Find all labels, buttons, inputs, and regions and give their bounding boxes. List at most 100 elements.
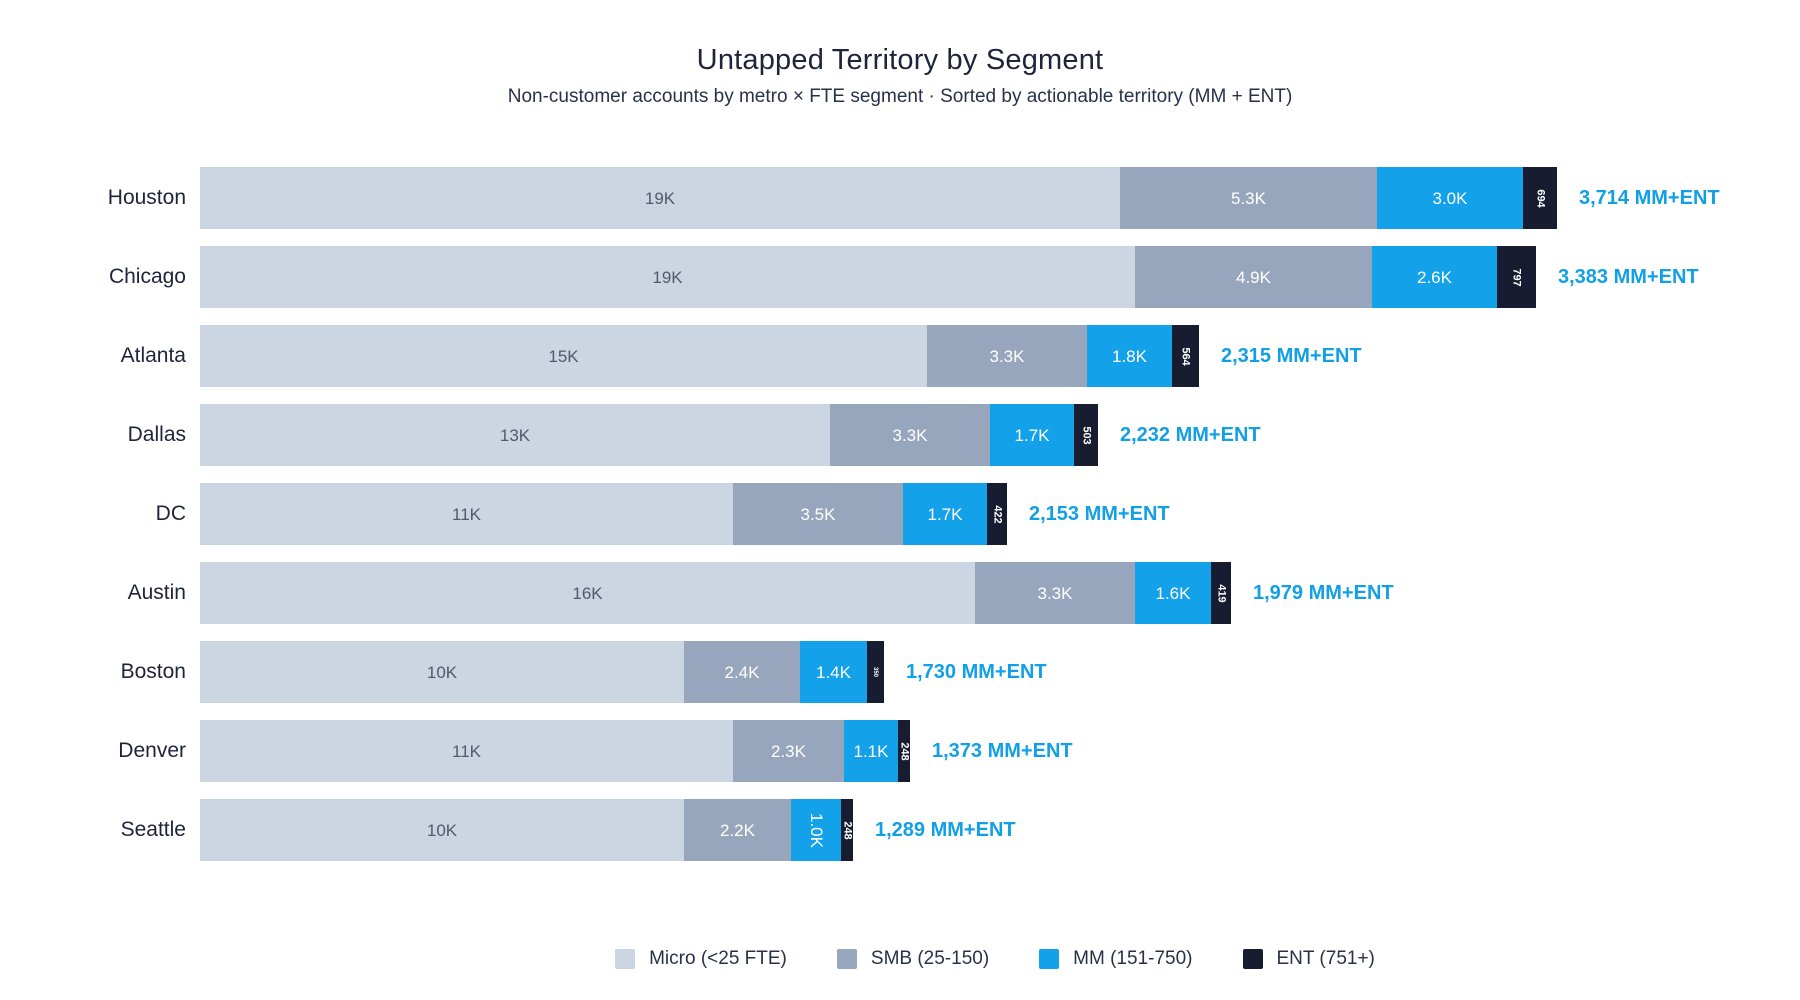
bar-segment-ent[interactable]: 422 (987, 483, 1007, 545)
legend-swatch-smb (836, 949, 857, 969)
mm-ent-annotation: 2,232 MM+ENT (1120, 423, 1261, 446)
bar-segment-smb[interactable]: 3.3K (975, 562, 1135, 624)
bar-segment-smb[interactable]: 3.5K (733, 483, 903, 545)
metro-label: Chicago (108, 265, 186, 288)
bar-segment-mm[interactable]: 1.4K (800, 641, 867, 703)
bar-segment-ent[interactable]: 248 (841, 799, 854, 861)
bar-segment-micro[interactable]: 10K (200, 641, 684, 703)
segment-value-label: 3.0K (1432, 188, 1468, 208)
bar-segment-mm[interactable]: 1.7K (990, 404, 1074, 466)
segment-value-label: 797 (1510, 267, 1523, 287)
bar-row: Chicago 19K 4.9K 2.6K 797 3,383 MM+ENT (0, 246, 1800, 308)
metro-label: Denver (118, 739, 186, 762)
mm-ent-annotation: 1,289 MM+ENT (875, 818, 1016, 841)
bar-row: Seattle 10K 2.2K 1.0K 248 1,289 MM+ENT (0, 799, 1800, 861)
bar-segment-mm[interactable]: 1.0K (791, 799, 841, 861)
segment-value-label: 2.3K (771, 741, 806, 761)
chart-title: Untapped Territory by Segment (696, 44, 1104, 76)
bar-segment-micro[interactable]: 11K (200, 720, 733, 782)
bar-row: Houston 19K 5.3K 3.0K 694 3,714 MM+ENT (0, 167, 1800, 229)
legend-item-smb[interactable]: SMB (25-150) (836, 948, 989, 970)
legend-item-micro[interactable]: Micro (<25 FTE) (615, 948, 787, 970)
metro-label: Seattle (120, 818, 186, 841)
segment-value-label: 13K (499, 425, 531, 445)
bar-segment-ent[interactable]: 564 (1172, 325, 1199, 387)
stacked-bar: 15K 3.3K 1.8K 564 (200, 325, 1199, 387)
bar-segment-micro[interactable]: 15K (200, 325, 927, 387)
segment-value-label: 1.7K (1014, 425, 1050, 445)
bar-segment-smb[interactable]: 3.3K (830, 404, 990, 466)
legend-label: ENT (751+) (1276, 948, 1375, 969)
stacked-bar: 13K 3.3K 1.7K 503 (200, 404, 1098, 466)
bar-segment-micro[interactable]: 11K (200, 483, 733, 545)
segment-value-label: 3.3K (892, 425, 928, 445)
segment-value-label: 3.3K (1037, 583, 1073, 603)
bar-segment-micro[interactable]: 10K (200, 799, 684, 861)
segment-value-label: 10K (426, 662, 458, 682)
bar-segment-mm[interactable]: 1.6K (1135, 562, 1211, 624)
segment-value-label: 4.9K (1236, 267, 1271, 287)
legend-label: Micro (<25 FTE) (649, 948, 787, 969)
stacked-bar: 19K 4.9K 2.6K 797 (200, 246, 1536, 308)
segment-value-label: 3.3K (989, 346, 1025, 366)
mm-ent-annotation: 2,153 MM+ENT (1029, 502, 1170, 525)
metro-label: Houston (107, 186, 186, 209)
segment-value-label: 2.6K (1417, 267, 1452, 287)
bar-row: Denver 11K 2.3K 1.1K 248 1,373 MM+ENT (0, 720, 1800, 782)
mm-ent-annotation: 3,714 MM+ENT (1579, 186, 1720, 209)
segment-value-label: 11K (452, 741, 481, 761)
segment-value-label: 16K (572, 583, 603, 603)
bar-segment-micro[interactable]: 13K (200, 404, 830, 466)
bar-segment-smb[interactable]: 3.3K (927, 325, 1087, 387)
mm-ent-annotation: 2,315 MM+ENT (1221, 344, 1362, 367)
bar-segment-ent[interactable]: 248 (898, 720, 911, 782)
segment-value-label: 19K (644, 188, 676, 208)
metro-label: Dallas (127, 423, 186, 446)
legend-swatch-micro (615, 949, 636, 969)
bar-segment-smb[interactable]: 2.2K (684, 799, 791, 861)
stacked-bar: 19K 5.3K 3.0K 694 (200, 167, 1557, 229)
bar-segment-mm[interactable]: 2.6K (1372, 246, 1497, 308)
chart-subtitle: Non-customer accounts by metro × FTE seg… (507, 86, 1293, 107)
bar-segment-mm[interactable]: 1.8K (1087, 325, 1172, 387)
legend-item-ent[interactable]: ENT (751+) (1242, 948, 1375, 970)
segment-value-label: 1.7K (927, 504, 963, 524)
segment-value-label: 2.2K (720, 820, 755, 840)
legend-swatch-ent (1242, 949, 1263, 969)
mm-ent-annotation: 1,373 MM+ENT (932, 739, 1073, 762)
stacked-bar: 11K 3.5K 1.7K 422 (200, 483, 1007, 545)
segment-value-label: 2.4K (724, 662, 760, 682)
metro-label: DC (155, 502, 186, 525)
mm-ent-annotation: 1,979 MM+ENT (1253, 581, 1394, 604)
bar-segment-micro[interactable]: 16K (200, 562, 975, 624)
bar-segment-micro[interactable]: 19K (200, 246, 1135, 308)
segment-value-label: 350 (872, 666, 879, 678)
bar-row: Boston 10K 2.4K 1.4K 350 1,730 MM+ENT (0, 641, 1800, 703)
bar-row: Dallas 13K 3.3K 1.7K 503 2,232 MM+ENT (0, 404, 1800, 466)
segment-value-label: 564 (1179, 346, 1192, 366)
bar-segment-ent[interactable]: 350 (867, 641, 884, 703)
bar-segment-ent[interactable]: 419 (1211, 562, 1231, 624)
bar-segment-smb[interactable]: 2.4K (684, 641, 800, 703)
bar-segment-smb[interactable]: 2.3K (733, 720, 844, 782)
bar-segment-mm[interactable]: 3.0K (1377, 167, 1523, 229)
bar-row: DC 11K 3.5K 1.7K 422 2,153 MM+ENT (0, 483, 1800, 545)
segment-value-label: 419 (1215, 583, 1228, 603)
segment-value-label: 10K (426, 820, 458, 840)
bar-segment-ent[interactable]: 694 (1523, 167, 1557, 229)
bar-segment-micro[interactable]: 19K (200, 167, 1120, 229)
segment-value-label: 3.5K (800, 504, 836, 524)
segment-value-label: 5.3K (1231, 188, 1266, 208)
plot-area: Houston 19K 5.3K 3.0K 694 3,714 MM+ENT Chicago… (0, 167, 1800, 861)
legend-label: MM (151-750) (1073, 948, 1193, 969)
bar-segment-mm[interactable]: 1.1K (844, 720, 898, 782)
chart-header: Untapped Territory by Segment Non-custom… (0, 44, 1800, 108)
stacked-bar: 10K 2.2K 1.0K 248 (200, 799, 854, 861)
bar-segment-mm[interactable]: 1.7K (903, 483, 987, 545)
bar-segment-smb[interactable]: 5.3K (1120, 167, 1377, 229)
bar-segment-ent[interactable]: 797 (1497, 246, 1536, 308)
legend-item-mm[interactable]: MM (151-750) (1039, 948, 1193, 970)
bar-segment-smb[interactable]: 4.9K (1135, 246, 1372, 308)
bar-segment-ent[interactable]: 503 (1074, 404, 1098, 466)
